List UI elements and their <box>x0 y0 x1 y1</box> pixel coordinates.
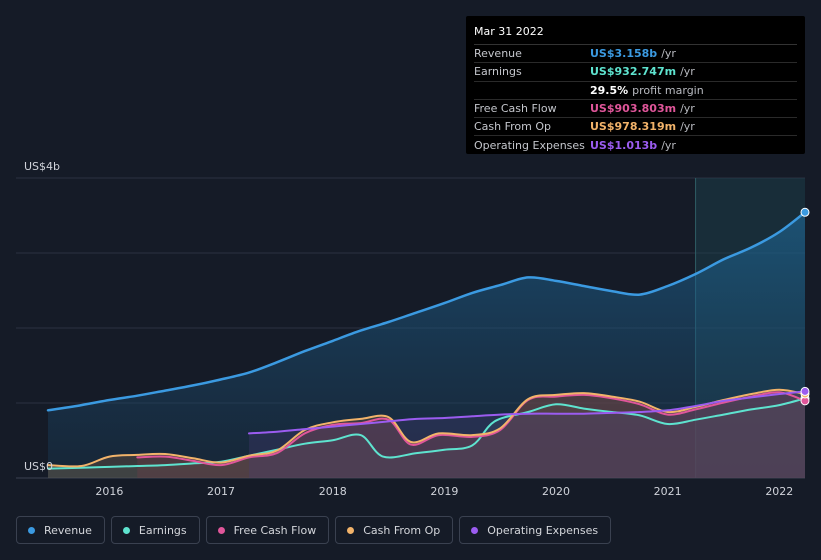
x-tick-label: 2017 <box>207 485 235 498</box>
line-cash-from-op <box>47 388 806 468</box>
y-axis-bottom-label: US$0 <box>24 460 53 473</box>
legend-item-earnings[interactable]: Earnings <box>110 516 200 544</box>
end-marker-revenue <box>800 207 810 217</box>
legend-label: Operating Expenses <box>487 523 599 537</box>
legend-item-revenue[interactable]: Revenue <box>16 516 105 544</box>
tooltip-row-label: Free Cash Flow <box>474 102 557 116</box>
tooltip-row: Revenue US$3.158b/yr <box>474 45 797 64</box>
tooltip-row-label: Operating Expenses <box>474 138 585 152</box>
x-tick-label: 2019 <box>430 485 458 498</box>
x-tick-label: 2018 <box>319 485 347 498</box>
y-axis-top-label: US$4b <box>24 160 60 173</box>
legend-label: Earnings <box>138 523 187 537</box>
tooltip-row: Operating Expenses US$1.013b/yr <box>474 136 797 153</box>
end-marker-operating-expenses <box>800 386 810 396</box>
line-earnings <box>47 397 806 470</box>
tooltip-row-unit: /yr <box>680 120 695 134</box>
x-tick-label: 2021 <box>654 485 682 498</box>
legend-dot-icon <box>28 526 35 534</box>
x-axis-ticks: 2016 2017 2018 2019 2020 2021 2022 <box>95 485 793 498</box>
tooltip-row-value: US$1.013b <box>590 138 658 152</box>
tooltip-row-value: US$903.803m <box>590 102 677 116</box>
tooltip-row-value: 29.5% <box>590 83 629 97</box>
tooltip-row-unit: /yr <box>661 138 676 152</box>
tooltip-row-unit: /yr <box>680 102 695 116</box>
tooltip-row-value: US$3.158b <box>590 47 658 61</box>
legend-label: Revenue <box>44 523 92 537</box>
tooltip-row-label: Earnings <box>474 65 522 79</box>
tooltip-row-label: Revenue <box>474 47 522 61</box>
x-tick-label: 2022 <box>765 485 793 498</box>
chart-area: US$4b US$0 2016 2017 2018 2019 2020 2021 2022 <box>16 160 810 498</box>
legend-dot-icon <box>122 526 130 534</box>
legend-label: Free Cash Flow <box>233 523 317 537</box>
line-free-cash-flow <box>136 391 806 467</box>
tooltip-row-unit: /yr <box>661 47 676 61</box>
tooltip-row-unit: profit margin <box>632 83 704 97</box>
legend-dot-icon <box>471 526 479 534</box>
legend: Revenue Earnings Free Cash Flow Cash From O… <box>16 516 612 544</box>
tooltip-row-label: Cash From Op <box>474 120 552 134</box>
legend-label: Cash From Op <box>363 523 441 537</box>
legend-dot-icon <box>217 526 225 534</box>
tooltip-date: Mar 31 2022 <box>474 24 797 45</box>
tooltip-panel: Mar 31 2022 Revenue US$3.158b/yr Earnings U… <box>466 16 805 154</box>
line-operating-expenses <box>248 390 806 435</box>
tooltip-row: Free Cash Flow US$903.803m/yr <box>474 100 797 119</box>
tooltip-row-value: US$932.747m <box>590 65 677 79</box>
legend-dot-icon <box>347 526 355 534</box>
tooltip-rows: Revenue US$3.158b/yr Earnings US$932.747m/y… <box>474 45 797 154</box>
series-lines <box>46 211 807 470</box>
area-earnings <box>48 398 805 478</box>
tooltip-row: Cash From Op US$978.319m/yr <box>474 118 797 137</box>
legend-item-free-cash-flow[interactable]: Free Cash Flow <box>205 516 330 544</box>
end-markers <box>800 207 810 406</box>
legend-item-operating-expenses[interactable]: Operating Expenses <box>459 516 612 544</box>
x-tick-label: 2016 <box>95 485 123 498</box>
tooltip-row: 29.5% profit margin <box>474 82 797 100</box>
area-free-cash-flow <box>137 392 806 478</box>
tooltip-row: Earnings US$932.747m/yr <box>474 63 797 82</box>
x-tick-label: 2020 <box>542 485 570 498</box>
tooltip-row-unit: /yr <box>680 65 695 79</box>
tooltip-row-value: US$978.319m <box>590 120 677 134</box>
legend-item-cash-from-op[interactable]: Cash From Op <box>335 516 454 544</box>
line-revenue <box>46 211 807 412</box>
